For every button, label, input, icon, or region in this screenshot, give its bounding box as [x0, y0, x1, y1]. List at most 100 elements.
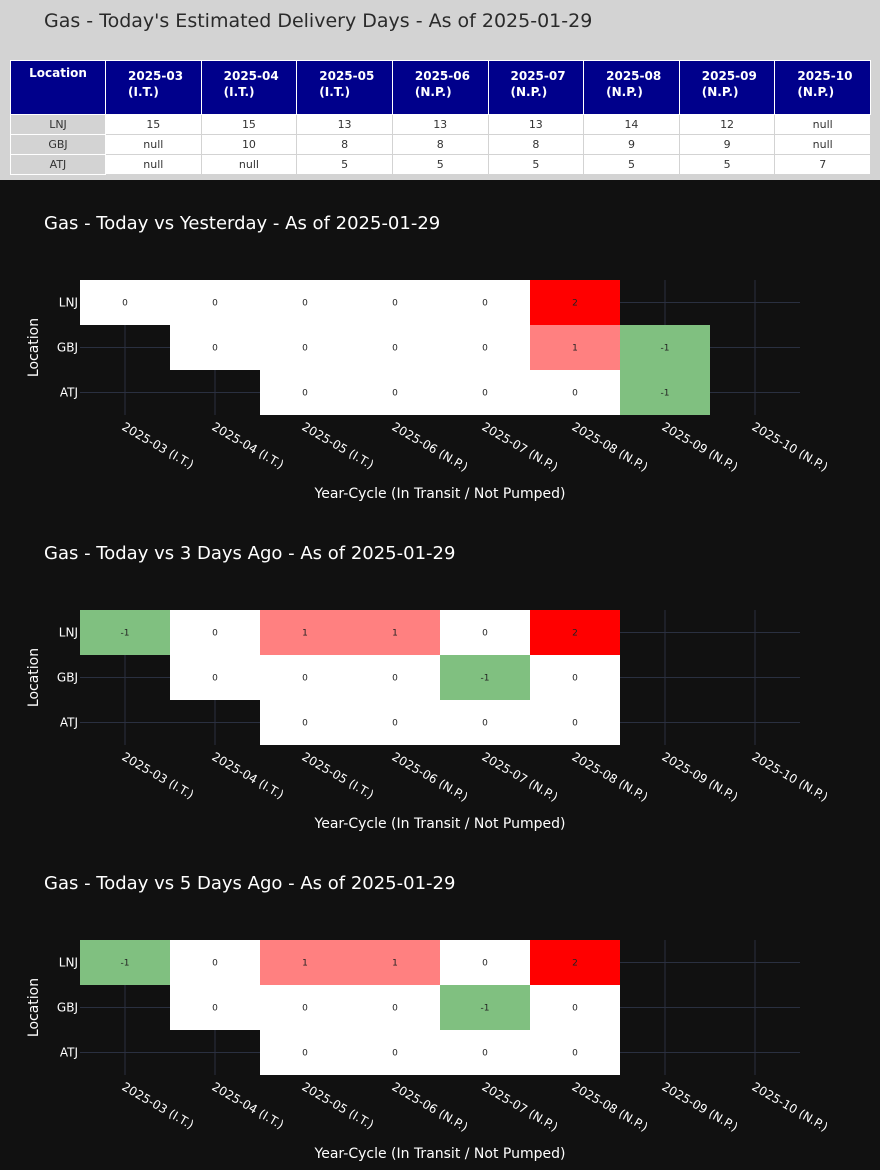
- cell-value-label: 0: [482, 719, 488, 729]
- cell-value-label: -1: [481, 674, 490, 684]
- cell-value-label: 0: [392, 1049, 398, 1059]
- y-tick-label: LNJ: [59, 626, 78, 640]
- x-axis-title: Year-Cycle (In Transit / Not Pumped): [314, 1146, 566, 1162]
- heatmap-cell: [440, 280, 530, 325]
- table-cell: 9: [583, 134, 680, 155]
- heatmap-cell: [620, 370, 710, 415]
- table-title: Gas - Today's Estimated Delivery Days - …: [44, 10, 593, 32]
- heatmap-cell: [440, 325, 530, 370]
- table-cell: 13: [487, 114, 585, 135]
- heatmap-cell: [350, 700, 440, 745]
- heatmap-cell: [260, 370, 350, 415]
- y-tick-label: GBJ: [57, 1001, 78, 1015]
- table-cell: 13: [296, 114, 393, 135]
- x-tick-label: 2025-03 (I.T.): [120, 419, 197, 471]
- heatmap-cell: [350, 655, 440, 700]
- cell-value-label: 0: [572, 719, 578, 729]
- table-cell: 5: [391, 154, 489, 175]
- heatmap-cell: [530, 1030, 620, 1075]
- x-tick-label: 2025-05 (I.T.): [300, 419, 377, 471]
- x-tick-label: 2025-10 (N.P.): [750, 1079, 831, 1134]
- cell-value-label: 1: [392, 959, 398, 969]
- cell-value-label: 0: [392, 1004, 398, 1014]
- column-header-5: 2025-08 (N.P.): [583, 60, 680, 115]
- cell-value-label: -1: [661, 389, 670, 399]
- cell-value-label: 0: [302, 674, 308, 684]
- y-axis-title: Location: [26, 978, 42, 1037]
- heatmap-cell: [350, 325, 440, 370]
- cell-value-label: 2: [572, 959, 578, 969]
- cell-value-label: -1: [481, 1004, 490, 1014]
- heatmap-cell: [530, 940, 620, 985]
- heatmap-cell: [260, 280, 350, 325]
- heatmap-cell: [170, 655, 260, 700]
- heatmap-cell: [350, 280, 440, 325]
- row-location-atj: ATJ: [10, 154, 106, 175]
- cell-value-label: 0: [212, 629, 218, 639]
- x-tick-label: 2025-06 (N.P.): [390, 1079, 471, 1134]
- cell-value-label: 0: [572, 389, 578, 399]
- heatmap-cell: [530, 610, 620, 655]
- heatmap-cell: [440, 940, 530, 985]
- heatmap-cell: [170, 610, 260, 655]
- heatmap-cell: [440, 1030, 530, 1075]
- x-tick-label: 2025-04 (I.T.): [210, 749, 287, 801]
- cell-value-label: 0: [392, 299, 398, 309]
- cell-value-label: 0: [212, 1004, 218, 1014]
- cell-value-label: 0: [572, 674, 578, 684]
- y-axis-title: Location: [26, 648, 42, 707]
- cell-value-label: 1: [302, 959, 308, 969]
- cell-value-label: 0: [212, 299, 218, 309]
- heatmap-cell: [80, 940, 170, 985]
- cell-value-label: 0: [482, 1049, 488, 1059]
- heatmap-cell: [260, 610, 350, 655]
- table-cell: 12: [678, 114, 776, 135]
- cell-value-label: 0: [122, 299, 128, 309]
- table-cell: 14: [583, 114, 680, 135]
- heatmap-cell: [350, 940, 440, 985]
- y-tick-label: ATJ: [60, 716, 78, 730]
- x-tick-label: 2025-08 (N.P.): [570, 419, 651, 474]
- x-tick-label: 2025-07 (N.P.): [480, 749, 561, 804]
- cell-value-label: 0: [392, 389, 398, 399]
- table-cell: 7: [774, 154, 871, 175]
- table-cell: 8: [296, 134, 393, 155]
- y-axis-title: Location: [26, 318, 42, 377]
- table-cell: 5: [487, 154, 585, 175]
- x-tick-label: 2025-08 (N.P.): [570, 749, 651, 804]
- x-tick-label: 2025-10 (N.P.): [750, 749, 831, 804]
- heatmap-cell: [350, 985, 440, 1030]
- location-column-header: Location: [10, 60, 106, 115]
- x-tick-label: 2025-10 (N.P.): [750, 419, 831, 474]
- table-cell: 8: [391, 134, 489, 155]
- y-tick-label: GBJ: [57, 341, 78, 355]
- heatmap-cell: [170, 985, 260, 1030]
- row-location-gbj: GBJ: [10, 134, 106, 155]
- cell-value-label: 1: [392, 629, 398, 639]
- y-tick-label: LNJ: [59, 296, 78, 310]
- heatmap-cell: [530, 280, 620, 325]
- heatmap-cell: [260, 1030, 350, 1075]
- cell-value-label: 0: [212, 674, 218, 684]
- table-cell: 8: [487, 134, 585, 155]
- heatmap-cell: [260, 940, 350, 985]
- cell-value-label: 1: [302, 629, 308, 639]
- heatmap-cell: [260, 325, 350, 370]
- delivery-days-table: Location 2025-03 (I.T.) 2025-04 (I.T.) 2025-…: [10, 60, 871, 175]
- heatmap-cell: [170, 325, 260, 370]
- x-tick-label: 2025-05 (I.T.): [300, 1079, 377, 1131]
- cell-value-label: 0: [302, 719, 308, 729]
- heatmap-cell: [440, 700, 530, 745]
- column-header-0: 2025-03 (I.T.): [105, 60, 202, 115]
- table-cell: 13: [391, 114, 489, 135]
- heatmap-cell: [530, 700, 620, 745]
- cell-value-label: 0: [302, 389, 308, 399]
- y-tick-label: ATJ: [60, 386, 78, 400]
- heatmap-cell: [260, 655, 350, 700]
- x-tick-label: 2025-03 (I.T.): [120, 1079, 197, 1131]
- heatmap-today-vs-3-days-ago: -1 0 1 1 0 2 0 0 0 -1 0 0 0 0 0 LNJ GBJ ATJ 2025-03 (I.T.)…: [26, 610, 831, 832]
- table-cell: 9: [678, 134, 776, 155]
- heatmap-cell: [350, 370, 440, 415]
- cell-value-label: -1: [121, 959, 130, 969]
- table-cell: 10: [200, 134, 298, 155]
